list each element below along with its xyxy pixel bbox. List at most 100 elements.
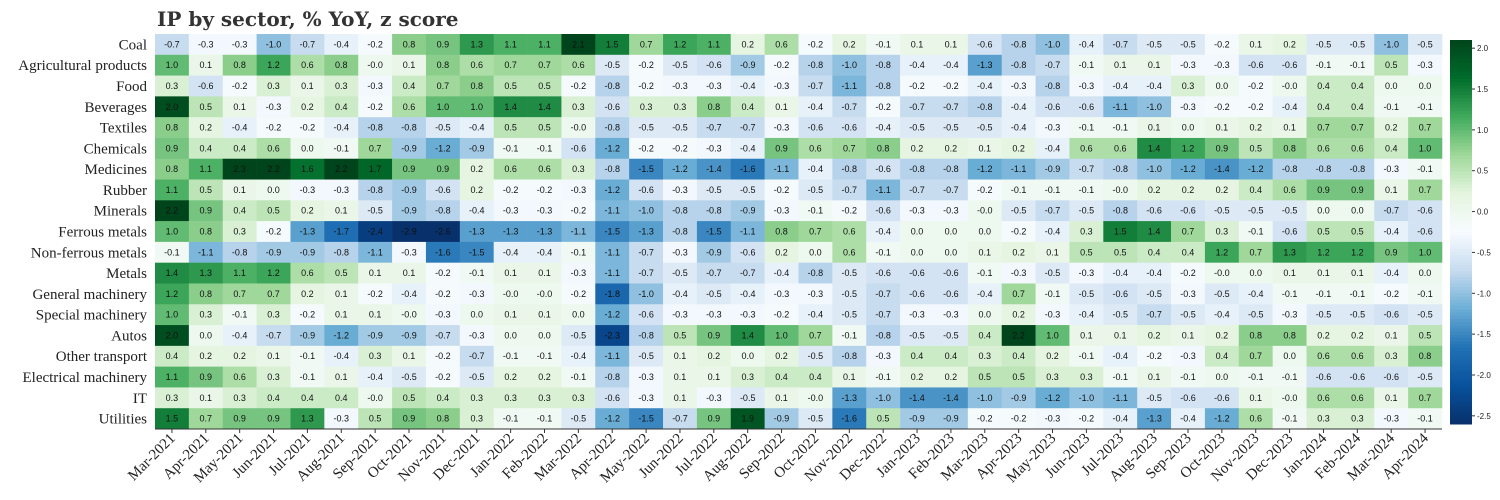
cell-label: -0.0 [1214, 268, 1230, 278]
cell-label: 0.6 [504, 164, 517, 174]
cell-label: 0.5 [1114, 247, 1127, 257]
cell [425, 221, 461, 243]
cell-label: 0.9 [708, 414, 721, 424]
cell-label: -0.1 [1383, 102, 1399, 112]
cell [1171, 387, 1206, 409]
cell-label: -0.1 [1417, 289, 1433, 299]
cell-label: 1.3 [200, 268, 213, 278]
cell [663, 221, 698, 243]
cell-label: -0.6 [198, 81, 214, 91]
colorbar-slice [1450, 132, 1472, 137]
cell [1069, 117, 1104, 139]
cell [1408, 366, 1443, 388]
cell-label: 0.5 [1351, 227, 1364, 237]
cell-label: -1.1 [1112, 393, 1128, 403]
cell-label: 0.5 [335, 268, 348, 278]
cell-label: -1.3 [503, 227, 519, 237]
cell [1103, 75, 1138, 97]
cell-label: 0.3 [1080, 227, 1093, 237]
y-tick-label: IT [133, 391, 147, 407]
cell [1001, 117, 1036, 139]
cell-label: 0.3 [166, 393, 179, 403]
cell-label: -1.0 [1045, 39, 1061, 49]
cell-label: 0.1 [674, 351, 687, 361]
cell-label: -0.1 [503, 351, 519, 361]
cell [392, 408, 427, 430]
cell [1374, 387, 1409, 409]
cell [967, 200, 1003, 222]
cell-label: -0.4 [537, 247, 553, 257]
cell-label: -0.2 [875, 102, 891, 112]
cell [1340, 366, 1375, 388]
cell-label: -0.9 [1045, 164, 1061, 174]
cell [1340, 54, 1375, 76]
colorbar-slice [1450, 344, 1472, 348]
cell [290, 54, 325, 76]
colorbar-slice [1450, 299, 1472, 303]
cell [256, 408, 291, 430]
cell [798, 304, 833, 326]
cell-label: -0.1 [1350, 289, 1366, 299]
cell-label: -0.8 [334, 247, 350, 257]
cell [933, 345, 969, 367]
cell [1103, 34, 1138, 56]
cell-label: -0.3 [1045, 123, 1061, 133]
cell [256, 179, 291, 201]
cell [1001, 262, 1036, 284]
cell-label: -0.3 [334, 185, 350, 195]
cell [493, 158, 528, 180]
cell-label: -0.2 [537, 185, 553, 195]
cell [1238, 54, 1273, 76]
cell [933, 221, 969, 243]
cell-label: -0.2 [774, 60, 790, 70]
colorbar-slice [1450, 78, 1472, 83]
cell-label: 0.9 [775, 143, 788, 153]
cell-label: -0.8 [1112, 164, 1128, 174]
cell [1306, 221, 1341, 243]
cell-label: 1.0 [166, 227, 179, 237]
cell [527, 179, 562, 201]
cell-label: 1.7 [369, 164, 382, 174]
cell-label: -0.1 [808, 206, 824, 216]
cell [1408, 345, 1443, 367]
cell-label: -1.2 [435, 143, 451, 153]
cell-label: 1.3 [470, 39, 483, 49]
y-tick-label: Coal [119, 37, 147, 53]
cell [1340, 387, 1375, 409]
cell-label: 0.2 [1012, 143, 1025, 153]
cell-label: -1.0 [1079, 393, 1095, 403]
cell [1238, 304, 1273, 326]
cell-label: -0.3 [469, 330, 485, 340]
cell [459, 158, 494, 180]
cell [764, 325, 799, 347]
cell [1069, 158, 1104, 180]
cell-label: -0.4 [1383, 268, 1399, 278]
cell-label: -0.5 [1146, 39, 1162, 49]
cell-label: -0.4 [469, 123, 485, 133]
cell-label: 0.0 [1182, 123, 1195, 133]
cell-label: -0.8 [604, 81, 620, 91]
cell [1374, 34, 1409, 56]
cell-label: -0.5 [706, 289, 722, 299]
cell [832, 34, 867, 56]
cell-label: 0.1 [1114, 330, 1127, 340]
cell [1137, 96, 1172, 118]
cell [1137, 179, 1172, 201]
cell [324, 75, 359, 97]
colorbar-slice [1450, 369, 1472, 374]
cell [256, 137, 291, 160]
cell [764, 75, 799, 97]
cell [1374, 200, 1409, 222]
cell [222, 304, 257, 326]
cell-label: 0.7 [1317, 123, 1330, 133]
cell-label: -0.6 [435, 185, 451, 195]
cell-label: 0.7 [200, 414, 213, 424]
colorbar-slice [1450, 420, 1472, 425]
cell [629, 262, 664, 284]
cell-label: -0.3 [672, 81, 688, 91]
cell [900, 325, 935, 347]
cell [595, 96, 630, 118]
cell [629, 34, 664, 56]
cell-label: 1.2 [267, 60, 280, 70]
